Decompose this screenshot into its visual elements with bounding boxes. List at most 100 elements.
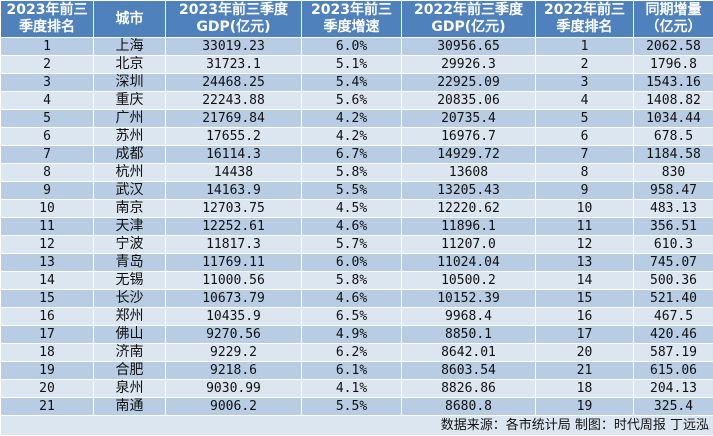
table-row: 2 北京 31723.1 5.1% 29926.3 2 1796.8 <box>0 55 713 74</box>
cell-gdp-2023: 9270.56 <box>165 325 302 344</box>
cell-growth-2023: 5.1% <box>301 55 402 74</box>
table-row: 21 南通 9006.2 5.5% 8680.8 19 325.4 <box>0 397 713 416</box>
cell-increment: 1184.58 <box>633 145 713 164</box>
cell-gdp-2023: 31723.1 <box>165 55 302 74</box>
cell-increment: 356.51 <box>633 217 713 236</box>
cell-increment: 325.4 <box>633 397 713 416</box>
header-line: 同期增量 <box>645 2 702 18</box>
source-note: 数据来源：各市统计局 制图：时代周报 丁远泓 <box>0 415 713 436</box>
cell-city: 苏州 <box>93 127 166 146</box>
cell-gdp-2023: 22243.88 <box>165 91 302 110</box>
cell-gdp-2023: 12703.75 <box>165 199 302 218</box>
cell-increment: 1034.44 <box>633 109 713 128</box>
cell-gdp-2023: 14163.9 <box>165 181 302 200</box>
table-row: 1 上海 33019.23 6.0% 30956.65 1 2062.58 <box>0 37 713 56</box>
cell-city: 青岛 <box>93 253 166 272</box>
cell-city: 长沙 <box>93 289 166 308</box>
cell-city: 杭州 <box>93 163 166 182</box>
footer-row: 数据来源：各市统计局 制图：时代周报 丁远泓 <box>0 415 713 436</box>
cell-gdp-2022: 11896.1 <box>401 217 536 236</box>
cell-growth-2023: 5.6% <box>301 91 402 110</box>
cell-gdp-2022: 16976.7 <box>401 127 536 146</box>
cell-rank-2022: 5 <box>535 109 634 128</box>
cell-rank-2022: 6 <box>535 127 634 146</box>
header-increment: 同期增量 （亿元） <box>633 0 713 38</box>
table-row: 19 合肥 9218.6 6.1% 8603.54 21 615.06 <box>0 361 713 380</box>
cell-rank-2022: 15 <box>535 289 634 308</box>
header-city: 城市 <box>93 0 166 38</box>
cell-gdp-2023: 11769.11 <box>165 253 302 272</box>
cell-gdp-2022: 30956.65 <box>401 37 536 56</box>
cell-city: 天津 <box>93 217 166 236</box>
table-row: 10 南京 12703.75 4.5% 12220.62 10 483.13 <box>0 199 713 218</box>
cell-gdp-2022: 9968.4 <box>401 307 536 326</box>
header-line: 2022年前三季度 <box>414 2 523 18</box>
table-row: 14 无锡 11000.56 5.8% 10500.2 14 500.36 <box>0 271 713 290</box>
cell-city: 南通 <box>93 397 166 416</box>
cell-gdp-2022: 20735.4 <box>401 109 536 128</box>
cell-growth-2023: 6.5% <box>301 307 402 326</box>
cell-rank-2023: 16 <box>0 307 94 326</box>
table-row: 16 郑州 10435.9 6.5% 9968.4 16 467.5 <box>0 307 713 326</box>
cell-increment: 1543.16 <box>633 73 713 92</box>
cell-gdp-2023: 9030.99 <box>165 379 302 398</box>
cell-rank-2022: 16 <box>535 307 634 326</box>
header-line: 季度排名 <box>556 19 613 35</box>
cell-gdp-2023: 11817.3 <box>165 235 302 254</box>
cell-city: 重庆 <box>93 91 166 110</box>
cell-rank-2022: 10 <box>535 199 634 218</box>
cell-gdp-2022: 13608 <box>401 163 536 182</box>
cell-gdp-2022: 8826.86 <box>401 379 536 398</box>
cell-rank-2023: 5 <box>0 109 94 128</box>
cell-gdp-2022: 11207.0 <box>401 235 536 254</box>
cell-rank-2022: 4 <box>535 91 634 110</box>
header-line: 2023年前三 <box>6 2 88 18</box>
cell-growth-2023: 6.0% <box>301 253 402 272</box>
cell-increment: 467.5 <box>633 307 713 326</box>
cell-gdp-2022: 8642.01 <box>401 343 536 362</box>
cell-rank-2023: 13 <box>0 253 94 272</box>
cell-increment: 587.19 <box>633 343 713 362</box>
cell-growth-2023: 4.1% <box>301 379 402 398</box>
cell-gdp-2023: 9218.6 <box>165 361 302 380</box>
cell-gdp-2023: 10673.79 <box>165 289 302 308</box>
cell-rank-2023: 14 <box>0 271 94 290</box>
cell-growth-2023: 4.2% <box>301 127 402 146</box>
cell-rank-2022: 18 <box>535 379 634 398</box>
cell-city: 宁波 <box>93 235 166 254</box>
cell-gdp-2022: 12220.62 <box>401 199 536 218</box>
cell-city: 济南 <box>93 343 166 362</box>
cell-gdp-2023: 21769.84 <box>165 109 302 128</box>
cell-city: 泉州 <box>93 379 166 398</box>
cell-gdp-2022: 8603.54 <box>401 361 536 380</box>
cell-city: 无锡 <box>93 271 166 290</box>
cell-rank-2022: 21 <box>535 361 634 380</box>
cell-rank-2022: 19 <box>535 397 634 416</box>
cell-increment: 830 <box>633 163 713 182</box>
header-line: GDP(亿元) <box>431 19 506 35</box>
table-row: 17 佛山 9270.56 4.9% 8850.1 17 420.46 <box>0 325 713 344</box>
cell-rank-2023: 12 <box>0 235 94 254</box>
cell-rank-2023: 1 <box>0 37 94 56</box>
cell-rank-2023: 19 <box>0 361 94 380</box>
cell-rank-2023: 8 <box>0 163 94 182</box>
cell-growth-2023: 5.8% <box>301 163 402 182</box>
cell-rank-2023: 18 <box>0 343 94 362</box>
header-line: 城市 <box>115 10 144 27</box>
cell-rank-2023: 3 <box>0 73 94 92</box>
cell-increment: 958.47 <box>633 181 713 200</box>
cell-increment: 615.06 <box>633 361 713 380</box>
cell-gdp-2022: 13205.43 <box>401 181 536 200</box>
cell-gdp-2023: 24468.25 <box>165 73 302 92</box>
cell-growth-2023: 5.7% <box>301 235 402 254</box>
table-row: 7 成都 16114.3 6.7% 14929.72 7 1184.58 <box>0 145 713 164</box>
cell-rank-2023: 11 <box>0 217 94 236</box>
table-row: 9 武汉 14163.9 5.5% 13205.43 9 958.47 <box>0 181 713 200</box>
cell-growth-2023: 6.0% <box>301 37 402 56</box>
cell-rank-2023: 21 <box>0 397 94 416</box>
cell-rank-2023: 6 <box>0 127 94 146</box>
cell-city: 南京 <box>93 199 166 218</box>
cell-increment: 610.3 <box>633 235 713 254</box>
cell-rank-2022: 12 <box>535 235 634 254</box>
cell-rank-2023: 2 <box>0 55 94 74</box>
